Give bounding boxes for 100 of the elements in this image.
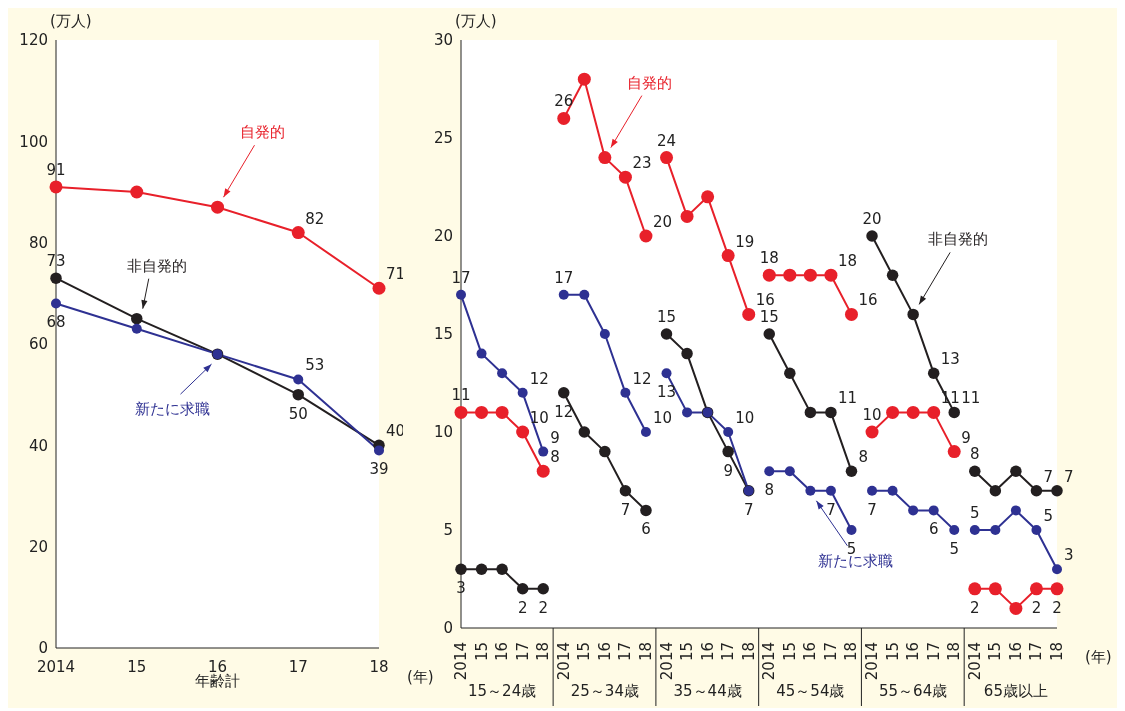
data-label: 68 xyxy=(46,313,66,332)
x-tick-label: 2014 xyxy=(760,642,779,681)
point xyxy=(742,307,756,321)
point xyxy=(456,289,466,300)
point xyxy=(619,485,632,497)
point xyxy=(948,406,960,419)
data-label: 11 xyxy=(451,386,471,405)
x-tick-label: 17 xyxy=(513,642,532,662)
point xyxy=(455,563,467,575)
x-tick-label: 15 xyxy=(575,642,594,662)
x-tick-label: 18 xyxy=(1048,642,1066,662)
x-tick-label: 17 xyxy=(616,642,635,662)
point xyxy=(866,230,878,242)
data-label: 8 xyxy=(858,448,869,467)
point xyxy=(949,525,960,535)
data-label: 5 xyxy=(970,504,980,522)
point xyxy=(908,505,919,516)
y-tick-label: 5 xyxy=(443,521,453,540)
x-tick-label: 17 xyxy=(821,642,840,662)
point xyxy=(640,504,652,517)
y-tick-label: 0 xyxy=(38,639,48,658)
data-label: 7 xyxy=(620,500,631,519)
point xyxy=(476,348,487,359)
data-label: 7 xyxy=(826,500,836,519)
data-label: 18 xyxy=(837,252,858,271)
x-tick-label: 18 xyxy=(534,642,553,662)
data-label: 9 xyxy=(961,428,971,447)
data-label: 10 xyxy=(735,409,755,427)
point xyxy=(722,445,734,458)
point xyxy=(292,388,304,401)
point xyxy=(845,465,858,477)
point xyxy=(805,485,816,496)
y-axis-title: (万人) xyxy=(455,12,497,31)
point xyxy=(763,328,776,340)
data-label: 2 xyxy=(1052,598,1062,617)
point xyxy=(577,72,591,86)
point xyxy=(865,425,879,439)
data-label: 7 xyxy=(743,500,754,519)
point xyxy=(844,307,858,321)
point xyxy=(681,347,693,360)
point xyxy=(887,485,898,496)
point xyxy=(291,226,305,240)
point xyxy=(293,374,304,385)
text: (年) xyxy=(1085,648,1112,667)
x-tick-label: 15 xyxy=(883,642,902,662)
point xyxy=(928,505,939,516)
data-label: 10 xyxy=(652,409,673,427)
text: (年) xyxy=(407,668,434,687)
x-tick-label: 17 xyxy=(1027,642,1046,662)
point xyxy=(599,445,611,458)
data-label: 91 xyxy=(46,160,66,179)
point xyxy=(867,485,878,496)
point xyxy=(131,312,143,325)
point xyxy=(846,525,857,535)
data-label: 16 xyxy=(858,291,878,310)
data-label: 20 xyxy=(652,213,673,231)
data-label: 7 xyxy=(1064,467,1074,486)
point xyxy=(784,466,795,477)
y-tick-label: 25 xyxy=(433,129,453,148)
point xyxy=(783,268,797,282)
data-label: 17 xyxy=(451,268,471,287)
data-label: 73 xyxy=(46,252,66,271)
point xyxy=(660,328,673,340)
y-tick-label: 40 xyxy=(28,436,48,455)
point xyxy=(618,170,632,184)
point xyxy=(968,582,982,596)
y-tick-label: 100 xyxy=(19,132,48,151)
point xyxy=(988,582,1002,596)
y-tick-label: 15 xyxy=(433,325,453,344)
x-tick-label: 16 xyxy=(801,642,820,662)
x-tick-label: 18 xyxy=(636,642,655,662)
point xyxy=(927,405,941,419)
data-label: 2 xyxy=(517,598,528,617)
point xyxy=(50,272,62,284)
point xyxy=(620,387,631,398)
x-tick-label: 16 xyxy=(698,642,717,662)
point xyxy=(475,563,488,575)
point xyxy=(496,563,508,575)
data-label: 18 xyxy=(759,249,779,268)
point xyxy=(764,466,775,477)
text: 自発的 xyxy=(240,123,285,142)
point xyxy=(886,269,899,281)
y-tick-label: 20 xyxy=(433,227,453,246)
data-label: 17 xyxy=(554,268,574,287)
point xyxy=(558,387,570,399)
point xyxy=(680,209,694,223)
text: 非自発的 xyxy=(928,230,989,249)
x-tick-label: 16 xyxy=(493,642,512,662)
data-label: 9 xyxy=(723,461,733,480)
point xyxy=(1031,525,1042,535)
data-label: 5 xyxy=(1043,507,1053,525)
y-axis-title: (万人) xyxy=(50,12,92,31)
x-tick-label: 15 xyxy=(127,658,147,676)
data-label: 23 xyxy=(632,154,652,173)
text: 25～34歳 xyxy=(570,682,639,700)
point xyxy=(51,298,61,309)
point xyxy=(537,583,549,595)
data-label: 8 xyxy=(764,481,775,500)
text: 45～54歳 xyxy=(776,682,845,700)
y-tick-label: 30 xyxy=(433,31,453,50)
